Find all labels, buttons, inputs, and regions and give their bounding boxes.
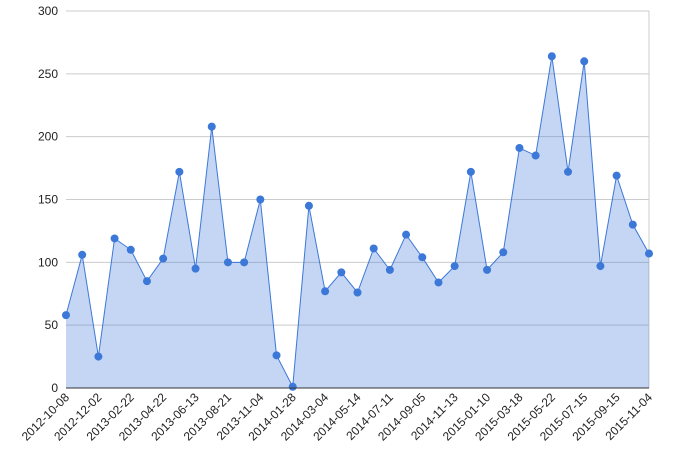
point — [78, 250, 87, 259]
y-tick-label: 250 — [38, 67, 58, 81]
point — [515, 143, 524, 152]
point — [645, 249, 653, 258]
point — [288, 382, 297, 391]
point — [175, 167, 184, 176]
point — [466, 167, 475, 176]
y-tick-label: 100 — [38, 255, 58, 269]
y-tick-label: 0 — [51, 381, 58, 395]
point — [62, 311, 70, 320]
point — [159, 254, 168, 263]
point — [580, 57, 589, 66]
point — [304, 201, 313, 210]
y-tick-label: 200 — [38, 130, 58, 144]
point — [321, 287, 330, 296]
y-tick-label: 50 — [45, 318, 59, 332]
point — [418, 253, 427, 262]
point — [612, 171, 621, 180]
point — [353, 288, 362, 297]
point — [272, 351, 281, 360]
area — [66, 56, 649, 389]
y-tick-label: 150 — [38, 193, 58, 207]
y-tick-label: 300 — [38, 4, 58, 18]
point — [596, 262, 605, 271]
point — [483, 265, 492, 274]
point — [628, 220, 637, 229]
point — [256, 195, 265, 204]
point — [547, 52, 556, 61]
point — [94, 352, 103, 361]
point — [110, 234, 119, 243]
point — [207, 122, 216, 131]
point — [142, 277, 151, 286]
point — [531, 151, 540, 160]
point — [223, 258, 232, 267]
point — [369, 244, 378, 253]
point — [385, 265, 394, 274]
point — [564, 167, 573, 176]
point — [450, 262, 459, 271]
point — [126, 245, 135, 254]
point — [402, 230, 411, 239]
point — [434, 278, 443, 287]
point — [499, 248, 508, 257]
point — [240, 258, 249, 267]
point — [337, 268, 346, 277]
point — [191, 264, 200, 273]
